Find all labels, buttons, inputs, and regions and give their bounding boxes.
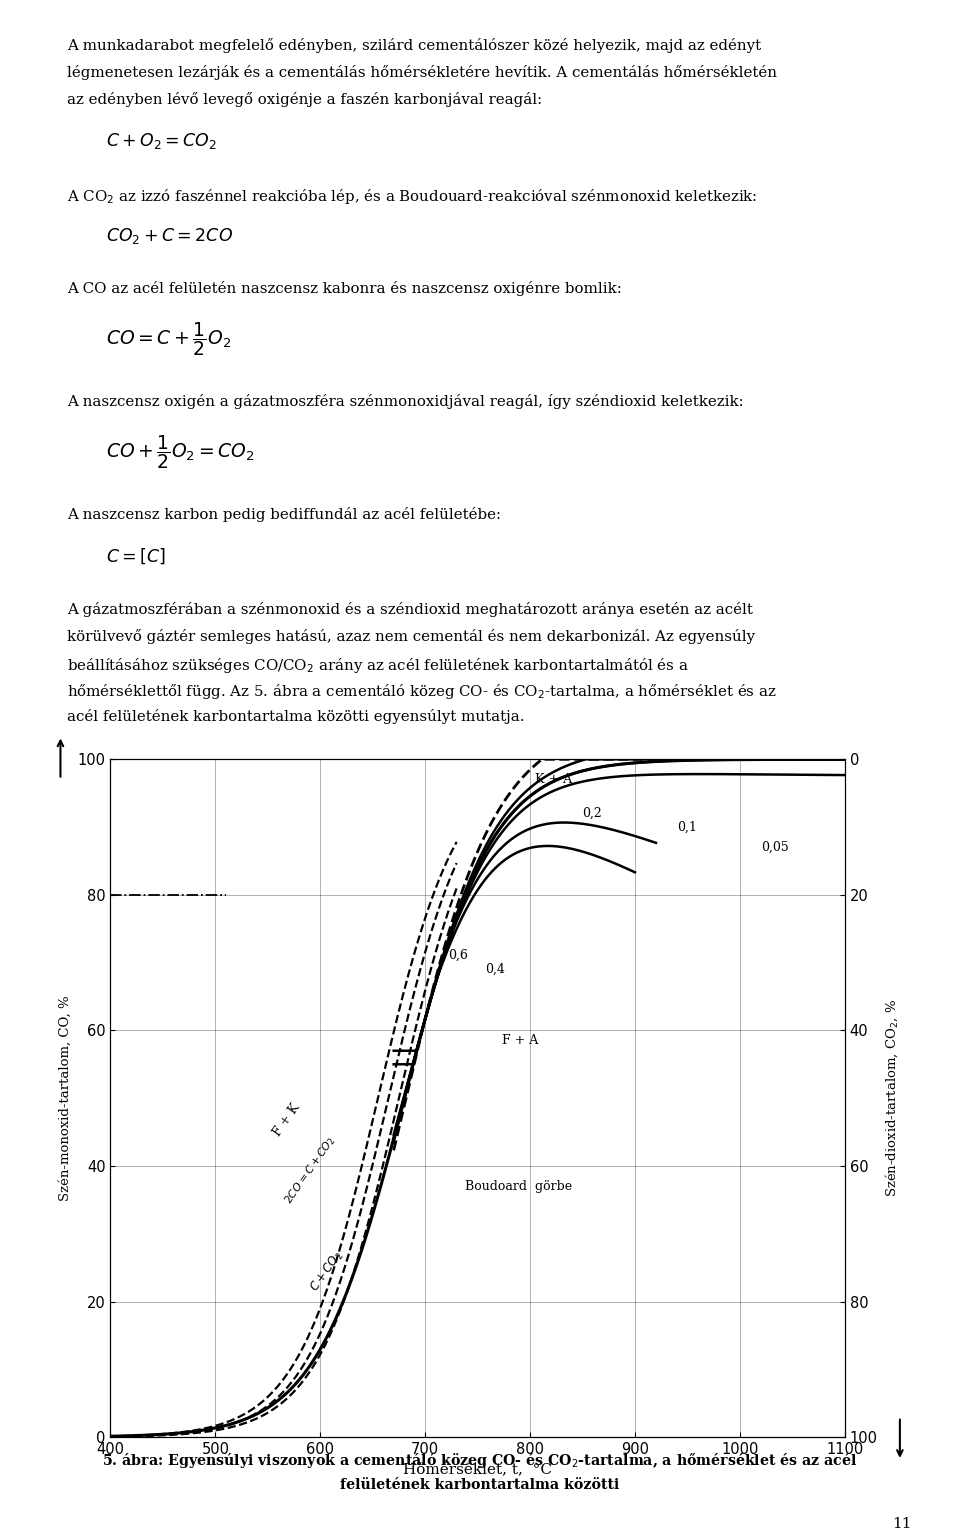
Text: 5. ábra: Egyensúlyi viszonyok a cementáló közeg CO- és CO$_2$-tartalma, a hőmérs: 5. ábra: Egyensúlyi viszonyok a cementál…	[103, 1451, 857, 1469]
Text: 11: 11	[893, 1517, 912, 1531]
Text: A gázatmoszférában a szénmonoxid és a széndioxid meghatározott aránya esetén az : A gázatmoszférában a szénmonoxid és a sz…	[67, 601, 753, 616]
Text: 0,2: 0,2	[583, 807, 602, 819]
Text: beállításához szükséges CO/CO$_2$ arány az acél felületének karbontartalmától és: beállításához szükséges CO/CO$_2$ arány …	[67, 655, 689, 675]
Text: $CO_2 + C = 2CO$: $CO_2 + C = 2CO$	[106, 226, 232, 246]
X-axis label: Hőmérséklet, t,  °C: Hőmérséklet, t, °C	[403, 1463, 552, 1477]
Text: $CO + \dfrac{1}{2}O_2 = CO_2$: $CO + \dfrac{1}{2}O_2 = CO_2$	[106, 433, 254, 472]
Text: F + K: F + K	[271, 1102, 302, 1139]
Text: acél felületének karbontartalma közötti egyensúlyt mutatja.: acél felületének karbontartalma közötti …	[67, 709, 525, 724]
Text: hőmérséklettől függ. Az 5. ábra a cementáló közeg CO- és CO$_2$-tartalma, a hőmé: hőmérséklettől függ. Az 5. ábra a cement…	[67, 682, 777, 701]
Y-axis label: Szén-monoxid-tartalom, CO, %: Szén-monoxid-tartalom, CO, %	[59, 996, 72, 1200]
Text: 0,4: 0,4	[485, 962, 505, 976]
Text: A naszcensz karbon pedig bediffundál az acél felületébe:: A naszcensz karbon pedig bediffundál az …	[67, 507, 501, 523]
Text: $CO = C + \dfrac{1}{2}O_2$: $CO = C + \dfrac{1}{2}O_2$	[106, 320, 230, 358]
Text: K + A: K + A	[536, 773, 572, 785]
Text: Boudoard  görbe: Boudoard görbe	[465, 1180, 572, 1193]
Text: $C + O_2 = CO_2$: $C + O_2 = CO_2$	[106, 131, 217, 152]
Text: az edényben lévő levegő oxigénje a faszén karbonjával reagál:: az edényben lévő levegő oxigénje a faszé…	[67, 92, 542, 108]
Text: 0,1: 0,1	[677, 821, 697, 833]
Text: $2CO = C + CO_2$: $2CO = C + CO_2$	[281, 1134, 338, 1207]
Text: A munkadarabot megfelelő edényben, szilárd cementálószer közé helyezik, majd az : A munkadarabot megfelelő edényben, szilá…	[67, 38, 761, 54]
Y-axis label: Szén-dioxid-tartalom, CO$_2$, %: Szén-dioxid-tartalom, CO$_2$, %	[883, 999, 900, 1197]
Text: körülvevő gáztér semleges hatású, azaz nem cementál és nem dekarbonizál. Az egye: körülvevő gáztér semleges hatású, azaz n…	[67, 629, 756, 644]
Text: A naszcensz oxigén a gázatmoszféra szénmonoxidjával reagál, így széndioxid kelet: A naszcensz oxigén a gázatmoszféra szénm…	[67, 393, 744, 409]
Text: F + A: F + A	[502, 1034, 538, 1047]
Text: A CO$_2$ az izzó faszénnel reakcióba lép, és a Boudouard-reakcióval szénmonoxid : A CO$_2$ az izzó faszénnel reakcióba lép…	[67, 186, 757, 206]
Text: $C + CO_2$: $C + CO_2$	[308, 1248, 348, 1294]
Text: felületének karbontartalma közötti: felületének karbontartalma közötti	[341, 1479, 619, 1492]
Text: 0,6: 0,6	[448, 950, 468, 962]
Text: A CO az acél felületén naszcensz kabonra és naszcensz oxigénre bomlik:: A CO az acél felületén naszcensz kabonra…	[67, 281, 622, 297]
Text: légmenetesen lezárják és a cementálás hőmérsékletére hevítik. A cementálás hőmér: légmenetesen lezárják és a cementálás hő…	[67, 65, 778, 80]
Text: 0,05: 0,05	[761, 841, 788, 853]
Text: $C = [C]$: $C = [C]$	[106, 546, 165, 566]
